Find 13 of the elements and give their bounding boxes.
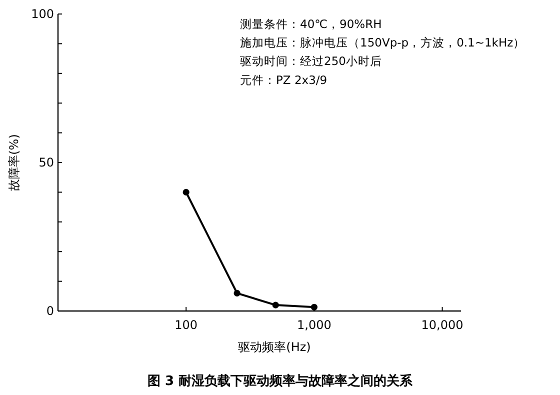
x-tick: 10,000: [421, 318, 464, 332]
annotation: 施加电压：脉冲电压（150Vp-p，方波，0.1~1kHz）: [240, 36, 526, 50]
y-tick: 0: [46, 304, 54, 318]
ylabel: 故障率(%): [7, 134, 21, 191]
x-tick: 100: [174, 318, 198, 332]
y-tick: 50: [38, 156, 54, 170]
y-tick: 100: [31, 7, 54, 21]
title: 图 3 耐湿负载下驱动频率与故障率之间的关系: [147, 374, 413, 389]
annotation: 测量条件：40℃，90%RH: [240, 17, 382, 31]
xlabel: 驱动频率(Hz): [238, 340, 311, 354]
annotation: 元件：PZ 2x3/9: [240, 72, 328, 87]
x-tick: 1,000: [297, 318, 332, 332]
annotation: 驱动时间：经过250小时后: [240, 54, 382, 68]
